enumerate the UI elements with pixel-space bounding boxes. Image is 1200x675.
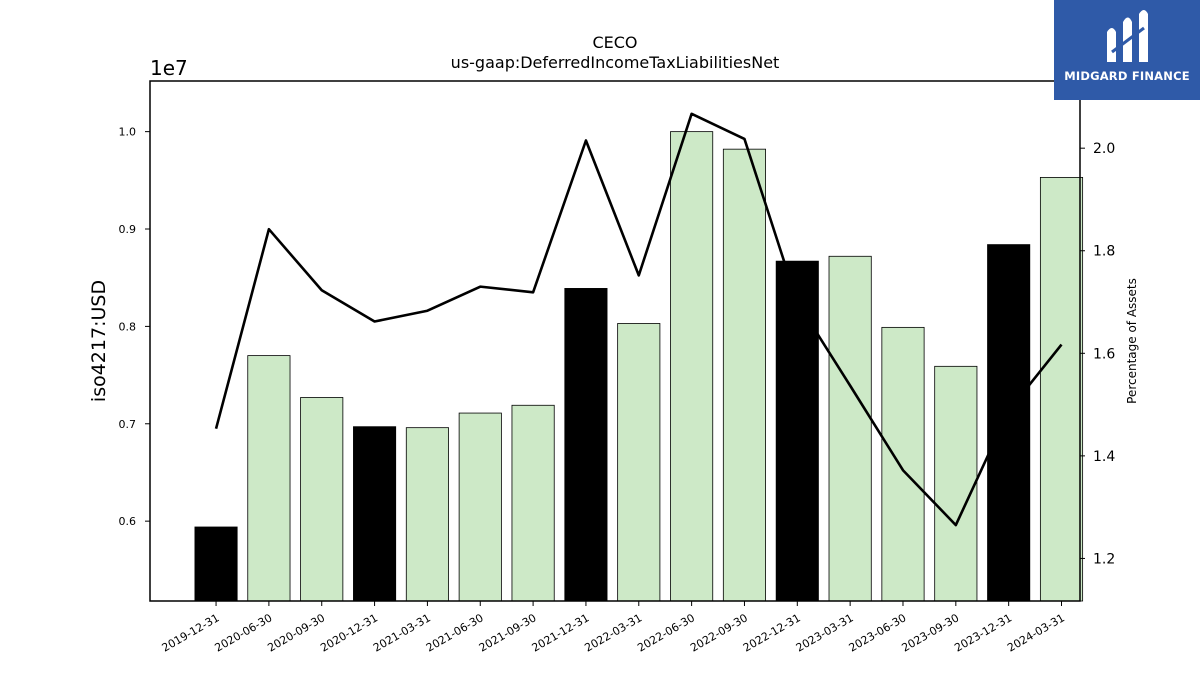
- y2-tick-label: 2.0: [1093, 141, 1115, 157]
- chart-title: CECO: [592, 33, 637, 52]
- chart-subtitle: us-gaap:DeferredIncomeTaxLiabilitiesNet: [451, 53, 780, 72]
- x-tick-label: 2020-12-31: [318, 611, 380, 654]
- bar-group: [194, 131, 1084, 602]
- bar-2022-03-31: [617, 323, 661, 602]
- bar-2023-06-30: [881, 326, 925, 602]
- brand-logo: MIDGARD FINANCE: [1054, 0, 1200, 100]
- bar-2023-09-30: [934, 365, 978, 602]
- percentage-of-assets-line: [214, 112, 1063, 527]
- x-tick-label: 2023-09-30: [899, 611, 961, 654]
- y-axis-label: iso4217:USD: [88, 280, 110, 402]
- bar-2024-03-31: [1039, 176, 1084, 602]
- line-group: [214, 112, 1063, 527]
- x-tick-label: 2022-12-31: [741, 611, 803, 654]
- bar-2019-12-31: [194, 526, 238, 602]
- y-tick-label: 0.7: [119, 418, 137, 431]
- y2-tick-label: 1.8: [1093, 244, 1115, 260]
- x-tick-label: 2021-06-30: [424, 611, 486, 654]
- bar-2023-12-31: [987, 244, 1031, 602]
- bar-2021-06-30: [458, 412, 502, 602]
- y-tick-label: 1.0: [119, 126, 137, 139]
- x-tick-label: 2023-06-30: [847, 611, 909, 654]
- x-tick-label: 2024-03-31: [1005, 611, 1067, 654]
- x-tick-label: 2021-09-30: [477, 611, 539, 654]
- bar-2021-12-31: [564, 288, 608, 602]
- x-tick-label: 2022-03-31: [582, 611, 644, 654]
- x-tick-label: 2023-12-31: [952, 611, 1014, 654]
- bar-2020-06-30: [247, 355, 291, 602]
- x-tick-label: 2020-06-30: [213, 611, 275, 654]
- bar-2023-03-31: [828, 255, 872, 602]
- y-scale-label: 1e7: [150, 56, 188, 80]
- bar-2022-12-31: [775, 260, 819, 602]
- y2-tick-label: 1.2: [1093, 551, 1115, 567]
- x-tick-label: 2021-03-31: [371, 611, 433, 654]
- bar-2020-09-30: [300, 397, 344, 602]
- y-tick-label: 0.9: [119, 223, 137, 236]
- x-tick-label: 2023-03-31: [794, 611, 856, 654]
- logo-text: MIDGARD FINANCE: [1064, 69, 1190, 83]
- y2-tick-label: 1.4: [1093, 449, 1115, 465]
- plot-frame: [149, 80, 1081, 602]
- y-tick-label: 0.8: [119, 320, 137, 333]
- x-tick-label: 2020-09-30: [265, 611, 327, 654]
- bar-2021-03-31: [405, 427, 449, 602]
- x-tick-label: 2021-12-31: [530, 611, 592, 654]
- y-tick-label: 0.6: [119, 515, 137, 528]
- x-tick-label: 2019-12-31: [160, 611, 222, 654]
- x-tick-label: 2022-09-30: [688, 611, 750, 654]
- bar-2022-09-30: [722, 148, 766, 602]
- bar-2021-09-30: [511, 404, 555, 602]
- y2-axis-label: Percentage of Assets: [1125, 278, 1139, 404]
- x-tick-label: 2022-06-30: [635, 611, 697, 654]
- logo-mark-icon: [1107, 10, 1148, 62]
- bar-2022-06-30: [670, 131, 714, 602]
- bar-2020-12-31: [353, 426, 397, 602]
- y2-tick-label: 1.6: [1093, 346, 1115, 362]
